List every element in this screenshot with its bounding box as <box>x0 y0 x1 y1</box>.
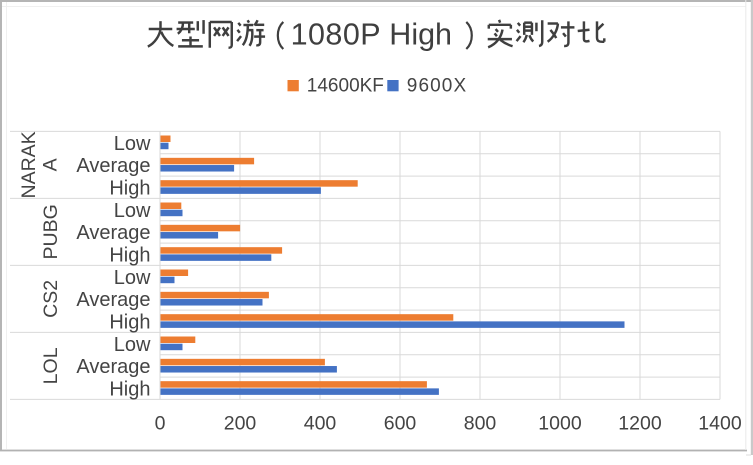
svg-text:LOL: LOL <box>40 347 62 384</box>
svg-text:1200: 1200 <box>618 412 662 434</box>
svg-text:9600X: 9600X <box>407 76 467 97</box>
svg-text:14600KF: 14600KF <box>307 76 384 97</box>
svg-text:NARAK: NARAK <box>18 131 40 198</box>
svg-text:Low: Low <box>114 267 151 289</box>
svg-text:Low: Low <box>114 334 151 356</box>
svg-text:0: 0 <box>155 412 166 434</box>
svg-text:Average: Average <box>76 356 150 378</box>
svg-text:High: High <box>109 378 150 400</box>
svg-text:PUBG: PUBG <box>40 204 62 259</box>
svg-text:High: High <box>109 244 150 266</box>
svg-text:High: High <box>389 18 452 52</box>
svg-text:High: High <box>109 177 150 199</box>
svg-text:Low: Low <box>114 133 151 155</box>
svg-text:200: 200 <box>224 412 257 434</box>
svg-text:Average: Average <box>76 222 150 244</box>
svg-text:High: High <box>109 311 150 333</box>
svg-text:CS2: CS2 <box>40 280 62 318</box>
svg-text:600: 600 <box>384 412 417 434</box>
svg-text:Average: Average <box>76 155 150 177</box>
svg-text:1400: 1400 <box>698 412 742 434</box>
svg-text:800: 800 <box>464 412 497 434</box>
svg-text:Average: Average <box>76 289 150 311</box>
svg-text:1080P: 1080P <box>291 18 381 52</box>
svg-text:400: 400 <box>304 412 337 434</box>
svg-text:1000: 1000 <box>538 412 582 434</box>
svg-text:Low: Low <box>114 200 151 222</box>
svg-text:A: A <box>40 158 62 171</box>
